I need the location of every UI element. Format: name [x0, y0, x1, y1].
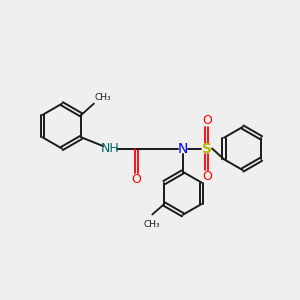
Text: N: N: [178, 142, 188, 155]
Text: O: O: [132, 173, 142, 186]
Text: O: O: [202, 170, 212, 183]
Text: NH: NH: [100, 142, 119, 155]
Text: O: O: [202, 114, 212, 127]
Text: S: S: [202, 142, 212, 155]
Text: CH₃: CH₃: [143, 220, 160, 229]
Text: CH₃: CH₃: [94, 93, 111, 102]
